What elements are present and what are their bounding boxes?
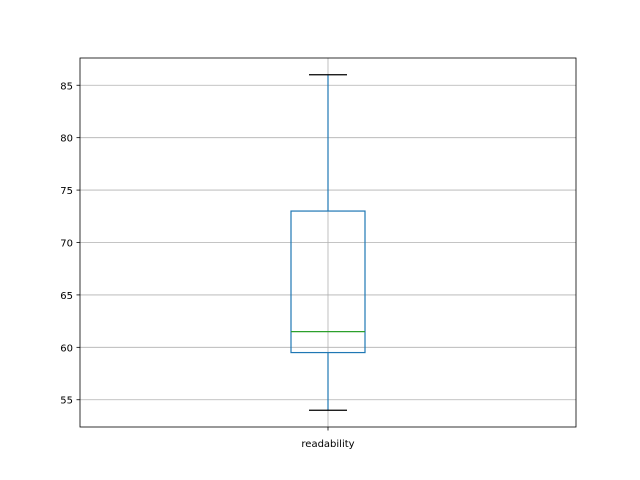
y-tick-label: 70 xyxy=(60,239,73,250)
y-tick-label: 55 xyxy=(60,396,73,407)
y-tick-label: 80 xyxy=(60,134,73,145)
x-tick-label: readability xyxy=(301,439,354,450)
y-tick-label: 60 xyxy=(60,343,73,354)
y-tick-label: 65 xyxy=(60,291,73,302)
plot-frame xyxy=(79,57,577,428)
y-tick-label: 75 xyxy=(60,186,73,197)
box xyxy=(290,210,366,354)
y-tick-label: 85 xyxy=(60,81,73,92)
